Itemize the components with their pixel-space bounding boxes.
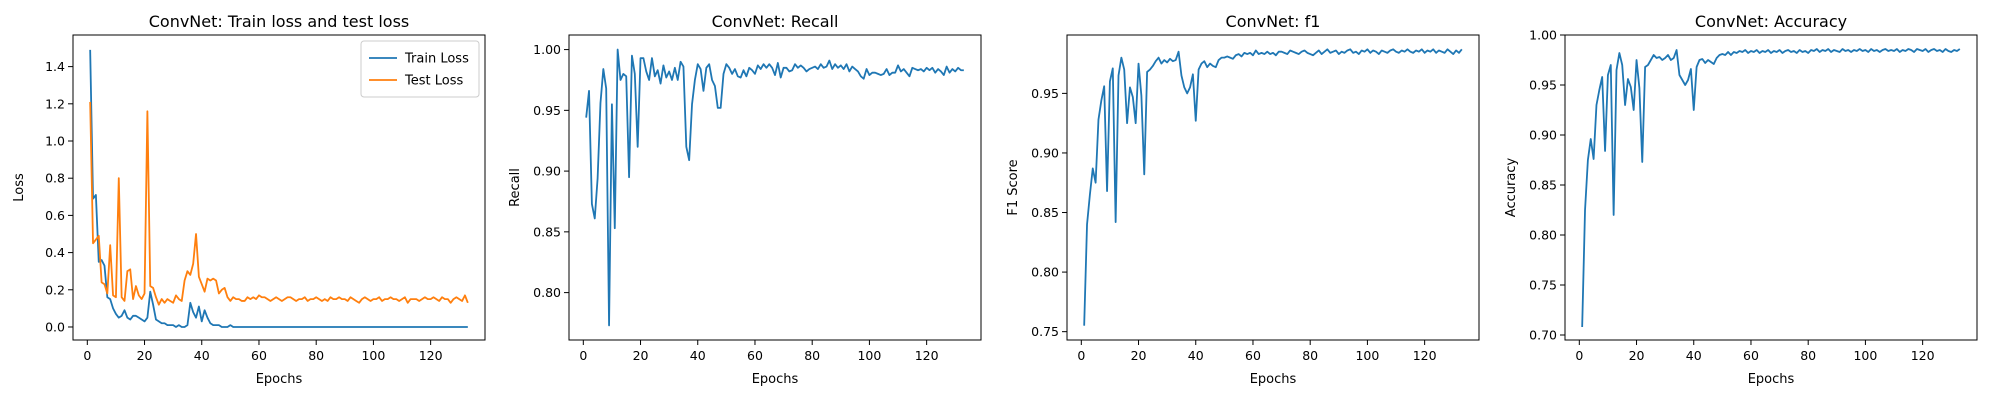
chart-panel-4: 0 20 40 60 80 100 120 0.70 0.75 0.80 0.85 0.90 0.95 1…: [1504, 12, 1978, 387]
chart-panel-1: 0 20 40 60 80 100 120 0.0 0.2 0.4 0.6 0.8 1.0 1.2 1.4 C…: [12, 12, 486, 387]
series-line-train-loss: [89, 49, 468, 328]
y-tick-label: 0.95: [1031, 86, 1059, 101]
legend-box: [360, 40, 480, 98]
y-tick-label: 1.00: [533, 42, 561, 57]
x-axis-label: Epochs: [1748, 372, 1795, 387]
y-tick-label: 0.0: [45, 319, 65, 334]
x-tick-label: 120: [1911, 348, 1935, 363]
y-tick-label: 0.70: [1529, 328, 1557, 343]
y-tick-label: 0.4: [45, 245, 65, 260]
y-tick-label: 0.80: [1031, 265, 1059, 280]
y-tick-label: 1.4: [45, 59, 65, 74]
x-tick-label: 40: [194, 348, 210, 363]
series-line-test-loss: [89, 101, 469, 306]
y-axis-label: Accuracy: [1504, 158, 1519, 218]
chart-panel-2: 0 20 40 60 80 100 120 0.80 0.85 0.90 0.95 1.00 ConvN…: [508, 12, 982, 387]
legend-label: Test Loss: [404, 74, 463, 89]
x-tick-label: 0: [1077, 348, 1085, 363]
y-tick-label: 0.95: [533, 103, 561, 118]
y-axis-label: F1 Score: [1006, 159, 1021, 215]
x-tick-label: 60: [747, 348, 763, 363]
y-tick-label: 1.2: [45, 96, 65, 111]
series-line-1: [1581, 48, 1961, 328]
series-line-1: [585, 48, 964, 327]
y-tick-label: 0.90: [533, 164, 561, 179]
y-tick-label: 0.80: [1529, 228, 1557, 243]
x-tick-label: 80: [308, 348, 324, 363]
x-axis-label: Epochs: [1250, 372, 1297, 387]
x-tick-label: 0: [579, 348, 587, 363]
x-tick-label: 120: [419, 348, 443, 363]
x-tick-label: 60: [251, 348, 267, 363]
chart-title: ConvNet: f1: [1226, 12, 1321, 31]
x-tick-label: 60: [1743, 348, 1759, 363]
plot-frame: [72, 34, 486, 341]
plot-frame: [1564, 34, 1978, 341]
x-tick-label: 120: [915, 348, 939, 363]
x-tick-label: 20: [1131, 348, 1147, 363]
y-tick-label: 0.75: [1529, 278, 1557, 293]
x-tick-label: 100: [1853, 348, 1877, 363]
y-tick-label: 0.80: [533, 285, 561, 300]
x-tick-label: 20: [1629, 348, 1645, 363]
y-tick-label: 0.75: [1031, 324, 1059, 339]
y-tick-label: 0.90: [1529, 128, 1557, 143]
y-tick-label: 0.95: [1529, 78, 1557, 93]
x-tick-label: 120: [1413, 348, 1437, 363]
series-line-1: [1083, 48, 1463, 326]
x-tick-label: 0: [83, 348, 91, 363]
x-tick-label: 80: [804, 348, 820, 363]
y-tick-label: 0.85: [1529, 178, 1557, 193]
x-tick-label: 40: [1188, 348, 1204, 363]
x-tick-label: 20: [137, 348, 153, 363]
plot-frame: [568, 34, 982, 341]
x-tick-label: 40: [1686, 348, 1702, 363]
legend-label: Train Loss: [404, 52, 469, 67]
y-tick-label: 0.85: [533, 224, 561, 239]
y-tick-label: 0.85: [1031, 205, 1059, 220]
x-tick-label: 0: [1575, 348, 1583, 363]
chart-title: ConvNet: Train loss and test loss: [149, 12, 410, 31]
x-tick-label: 60: [1245, 348, 1261, 363]
plot-frame: [1066, 34, 1480, 341]
chart-panel-3: 0 20 40 60 80 100 120 0.75 0.80 0.85 0.90 0.95 ConvN…: [1006, 12, 1480, 387]
y-axis-label: Recall: [508, 168, 523, 207]
x-tick-label: 80: [1302, 348, 1318, 363]
legend: Train Loss Test Loss: [360, 40, 480, 98]
x-tick-label: 40: [690, 348, 706, 363]
x-tick-label: 100: [857, 348, 881, 363]
y-axis-label: Loss: [12, 173, 27, 202]
y-tick-label: 1.00: [1529, 28, 1557, 43]
x-tick-label: 100: [361, 348, 385, 363]
y-tick-label: 0.6: [45, 208, 65, 223]
chart-title: ConvNet: Recall: [712, 12, 839, 31]
y-tick-label: 0.8: [45, 171, 65, 186]
x-tick-label: 80: [1800, 348, 1816, 363]
y-tick-label: 1.0: [45, 134, 65, 149]
y-tick-label: 0.2: [45, 282, 65, 297]
x-axis-label: Epochs: [752, 372, 799, 387]
chart-title: ConvNet: Accuracy: [1695, 12, 1847, 31]
x-axis-label: Epochs: [256, 372, 303, 387]
x-tick-label: 20: [633, 348, 649, 363]
y-tick-label: 0.90: [1031, 145, 1059, 160]
x-tick-label: 100: [1355, 348, 1379, 363]
